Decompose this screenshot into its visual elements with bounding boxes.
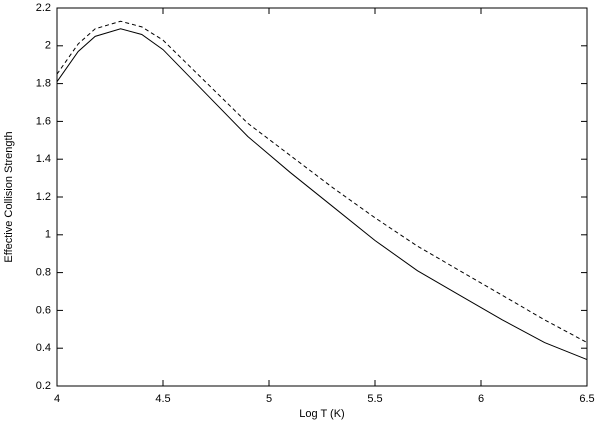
x-axis-label: Log T (K)	[299, 408, 344, 420]
y-tick-label: 1.4	[36, 153, 51, 165]
y-tick-label: 1	[45, 229, 51, 241]
x-tick-label: 4	[54, 393, 60, 405]
y-tick-label: 2	[45, 40, 51, 52]
y-tick-label: 0.8	[36, 267, 51, 279]
x-tick-label: 5.5	[367, 393, 382, 405]
line-series	[56, 28, 588, 361]
y-tick-label: 0.6	[36, 304, 51, 316]
x-tick-label: 6.5	[579, 393, 594, 405]
x-tick-label: 5	[266, 393, 272, 405]
y-tick-label: 0.2	[36, 380, 51, 392]
y-tick-label: 0.4	[36, 342, 51, 354]
y-tick-label: 1.2	[36, 191, 51, 203]
x-tick-label: 6	[478, 393, 484, 405]
plot-frame	[56, 7, 588, 387]
y-tick-label: 2.2	[36, 2, 51, 14]
y-axis-label: Effective Collision Strength	[3, 131, 15, 262]
y-tick-label: 1.8	[36, 78, 51, 90]
line-series	[56, 20, 588, 343]
x-tick-label: 4.5	[155, 393, 170, 405]
y-tick-label: 1.6	[36, 115, 51, 127]
